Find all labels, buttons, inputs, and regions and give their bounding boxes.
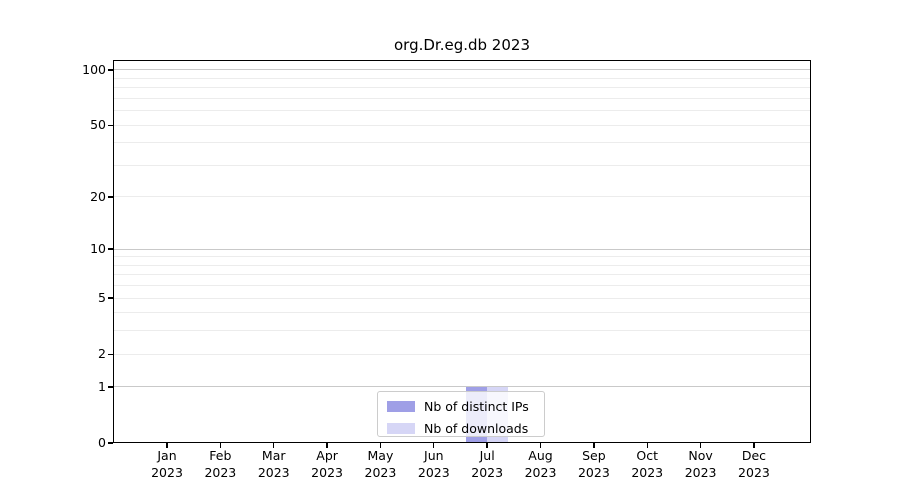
gridline-3 — [113, 330, 811, 332]
y-tick-mark — [108, 297, 113, 299]
gridline-50 — [113, 124, 811, 126]
x-tick-label-oct: Oct 2023 — [631, 448, 664, 480]
y-tick-mark — [108, 442, 113, 444]
x-tick-mark — [539, 443, 542, 448]
x-tick-mark — [326, 443, 328, 448]
y-tick-label-2: 2 — [98, 346, 106, 362]
legend-entry-downloads: Nb of downloads — [387, 420, 535, 437]
gridline-6 — [113, 285, 811, 287]
gridline-70 — [113, 97, 811, 99]
x-tick-mark — [699, 443, 702, 448]
x-tick-label-nov: Nov 2023 — [684, 448, 717, 480]
x-tick-label-apr: Apr 2023 — [311, 448, 343, 480]
x-tick-mark — [166, 443, 168, 448]
x-tick-label-jun: Jun 2023 — [417, 448, 450, 480]
plot-area: Nb of distinct IPs Nb of downloads — [113, 60, 811, 443]
chart-title: org.Dr.eg.db 2023 — [394, 36, 530, 54]
x-tick-mark — [273, 443, 275, 448]
legend-label-distinct-ips: Nb of distinct IPs — [424, 399, 529, 414]
x-tick-mark — [646, 443, 648, 448]
x-tick-label-jul: Jul 2023 — [471, 448, 504, 480]
x-tick-mark — [379, 443, 382, 448]
y-tick-label-0: 0 — [98, 435, 106, 450]
x-tick-mark — [593, 443, 595, 448]
gridlines-layer — [113, 60, 811, 443]
x-tick-mark — [486, 443, 488, 448]
gridline-5 — [113, 297, 811, 299]
y-tick-mark — [108, 196, 113, 198]
legend-label-downloads: Nb of downloads — [424, 421, 529, 436]
gridline-10 — [113, 248, 811, 250]
x-tick-label-aug: Aug 2023 — [524, 448, 557, 480]
gridline-20 — [113, 196, 811, 198]
x-tick-mark — [219, 443, 222, 448]
y-tick-label-50: 50 — [90, 117, 106, 133]
y-tick-mark — [108, 69, 113, 71]
x-tick-label-dec: Dec 2023 — [738, 448, 770, 480]
y-tick-mark — [108, 248, 113, 250]
gridline-2 — [113, 353, 811, 355]
y-tick-mark — [108, 124, 113, 126]
y-tick-label-1: 1 — [98, 378, 106, 394]
plot-border — [113, 60, 811, 443]
gridline-90 — [113, 77, 811, 79]
y-tick-label-100: 100 — [82, 61, 106, 77]
y-tick-mark — [108, 386, 113, 388]
gridline-100 — [113, 69, 811, 71]
gridline-80 — [113, 87, 811, 89]
legend-swatch-downloads — [387, 423, 415, 434]
legend-entry-distinct-ips: Nb of distinct IPs — [387, 398, 535, 415]
gridline-9 — [113, 256, 811, 258]
y-tick-mark — [108, 353, 113, 355]
gridline-7 — [113, 274, 811, 276]
gridline-40 — [113, 142, 811, 144]
y-tick-label-10: 10 — [90, 241, 106, 257]
x-tick-label-jan: Jan 2023 — [151, 448, 183, 480]
x-tick-label-sep: Sep 2023 — [577, 448, 610, 480]
y-tick-label-5: 5 — [98, 290, 106, 306]
legend-swatch-distinct-ips — [387, 401, 415, 412]
x-tick-label-may: May 2023 — [364, 448, 397, 480]
gridline-30 — [113, 164, 811, 166]
gridline-4 — [113, 312, 811, 314]
gridline-8 — [113, 264, 811, 266]
gridline-1 — [113, 386, 811, 388]
x-tick-mark — [433, 443, 435, 448]
x-tick-mark — [753, 443, 755, 448]
gridline-60 — [113, 110, 811, 112]
x-tick-label-mar: Mar 2023 — [257, 448, 290, 480]
x-tick-label-feb: Feb 2023 — [204, 448, 237, 480]
legend: Nb of distinct IPs Nb of downloads — [377, 391, 545, 437]
y-tick-label-20: 20 — [90, 188, 106, 204]
